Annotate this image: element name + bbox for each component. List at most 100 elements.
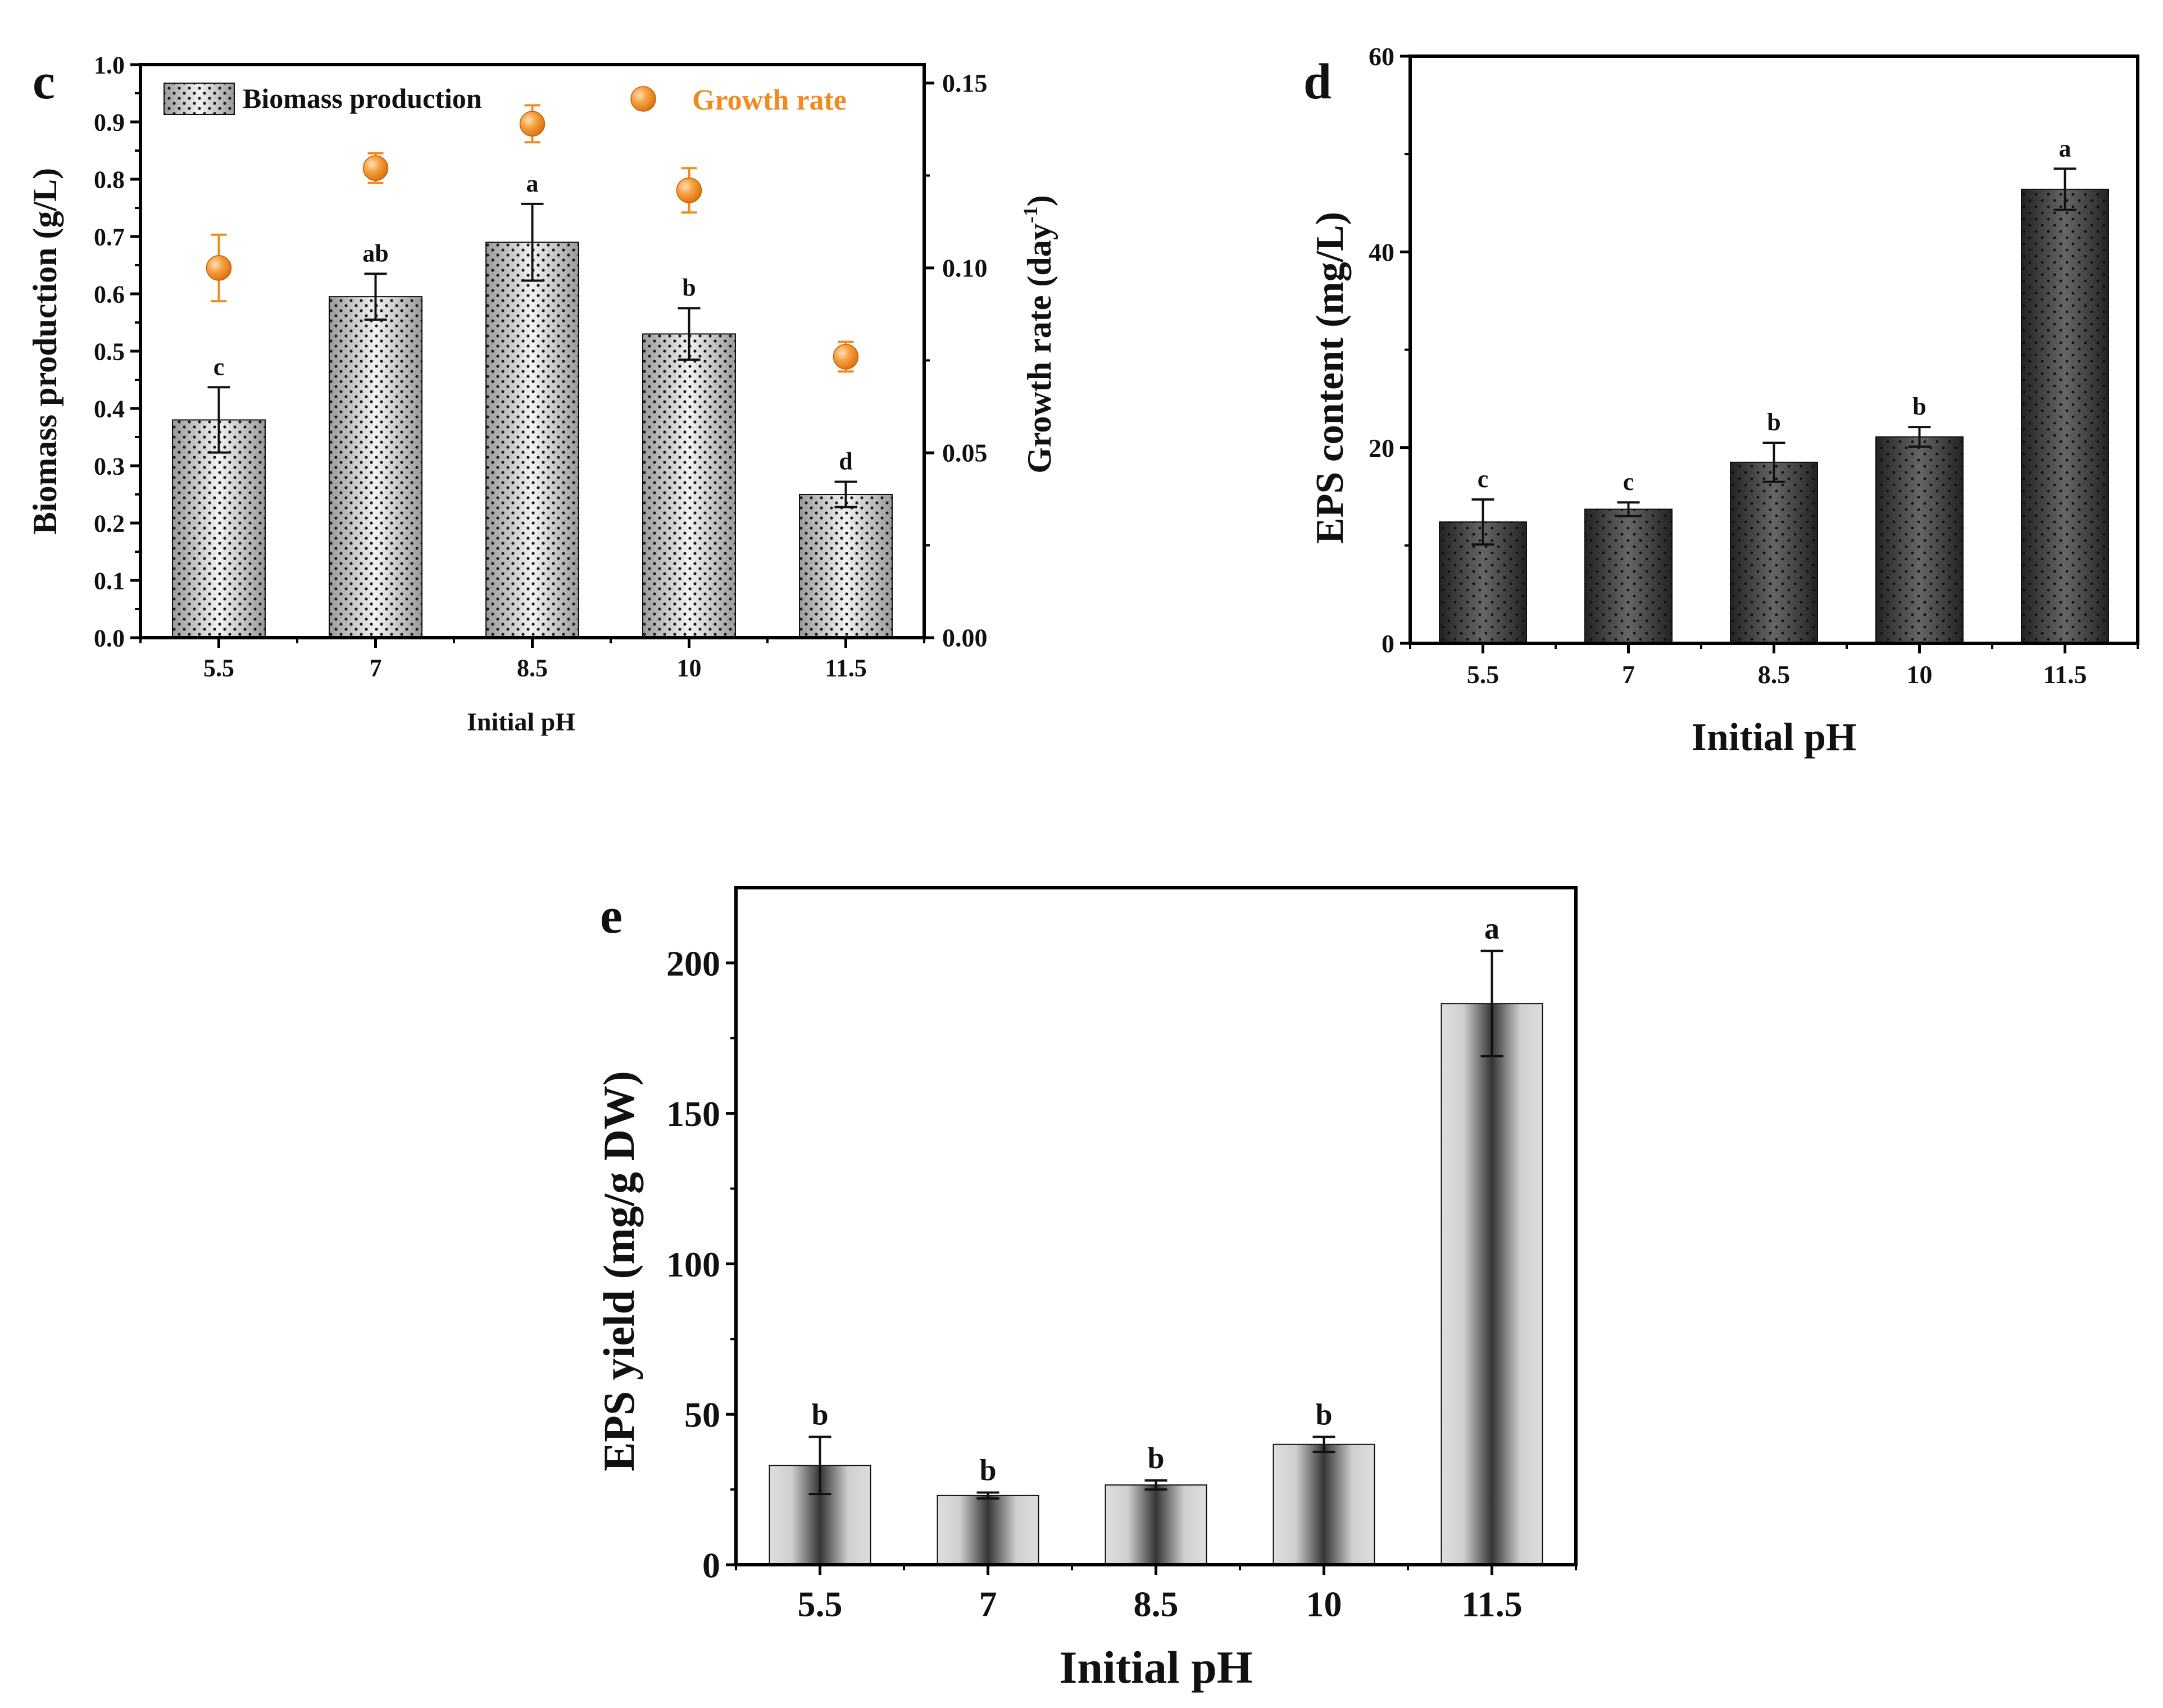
y2-tick-label: 0.15 [942,69,988,97]
y-tick-label: 0.6 [94,280,125,308]
y-tick-label: 1.0 [94,51,125,79]
bar-series-eps-content: c c b b a [1439,134,2109,644]
y2-tick-label: 0.10 [942,253,988,282]
error-bar [834,480,857,508]
bar-pattern [329,297,422,638]
legend-bar-swatch-pattern [164,83,234,115]
y-tick-label: 0.1 [94,567,125,594]
significance-letter: b [682,274,696,302]
error-bar [364,272,387,321]
chart-eps-yield: b b b b a 0 50 100 150 200 5.5 7 8.5 10 11.5 EPS yield … [594,886,1578,1693]
legend: Biomass production Growth rate [163,83,847,116]
growth-rate-point [206,255,232,281]
x-tick-label: 10 [1907,660,1933,689]
x-tick-label: 5.5 [1467,660,1499,689]
error-bar [1471,498,1494,546]
significance-letter: b [811,1397,828,1431]
x-tick-label: 10 [1306,1584,1342,1624]
x-tick-label: 10 [677,655,702,682]
legend-point-label: Growth rate [692,84,847,116]
x-axis-ticks: 5.5 7 8.5 10 11.5 [139,638,925,682]
x-tick-label: 11.5 [1461,1584,1522,1624]
x-tick-label: 11.5 [825,655,867,682]
y-tick-label: 0.3 [94,452,125,480]
y-axis-ticks: 0 50 100 150 200 [666,943,736,1585]
bar-pattern [1876,437,1963,643]
y-axis-label: EPS yield (mg/g DW) [594,1071,643,1471]
legend-bar-swatch-outline [163,83,235,115]
x-tick-label: 8.5 [1758,660,1791,689]
bar-pattern [1585,509,1672,643]
chart-eps-content: c c b b a 0 20 40 60 5.5 7 8.5 10 11.5 EPS content (mg… [1303,42,2139,759]
error-bar [1762,441,1785,483]
growth-rate-point [833,344,859,370]
error-bar [1617,501,1640,517]
significance-letter: b [1767,408,1780,436]
significance-letter: c [213,353,225,380]
x-tick-label: 8.5 [517,655,548,682]
bar-pattern [643,334,735,638]
x-axis-ticks: 5.5 7 8.5 10 11.5 [1409,643,2139,689]
x-axis-label: Initial pH [467,707,575,736]
x-tick-label: 5.5 [203,655,234,682]
y-tick-label: 60 [1369,42,1394,71]
y-tick-label: 20 [1369,434,1394,462]
growth-rate-point [362,155,389,181]
error-bar [1144,1479,1167,1491]
legend-bar-label: Biomass production [243,83,482,114]
x-axis-label: Initial pH [1692,716,1857,759]
error-bar [808,1436,831,1496]
y-tick-label: 100 [666,1244,720,1284]
y-axis-ticks: 0.0 0.1 0.2 0.3 0.4 0.5 0.6 0.7 0.8 0.9 1.0 [94,51,140,652]
error-bar [2053,167,2076,211]
y-tick-label: 0.0 [94,624,125,652]
y2-tick-label: 0.05 [942,438,988,467]
growth-rate-point [676,177,702,203]
bar-pattern [1730,462,1817,643]
y-axis-label: EPS content (mg/L) [1308,212,1352,544]
y2-axis-label-sup: -1 [1019,206,1042,223]
x-tick-label: 8.5 [1134,1584,1179,1624]
error-bar [207,386,230,454]
bar [1441,1003,1543,1565]
significance-letter: b [1912,393,1926,420]
y2-tick-label: 0.00 [942,623,988,652]
panel-label: e [600,888,622,944]
error-bar [678,307,701,361]
x-tick-label: 7 [979,1584,997,1624]
y-axis-ticks: 0 20 40 60 [1369,42,1410,658]
y-tick-label: 0 [702,1545,720,1585]
x-axis-label: Initial pH [1059,1642,1252,1693]
bar [1105,1485,1207,1565]
error-bar [1908,426,1931,448]
y-axis-label: Biomass production (g/L) [26,168,63,534]
y-tick-label: 0.8 [94,166,125,193]
x-tick-label: 7 [1622,660,1635,689]
bar-series-eps-yield: b b b b a [769,911,1543,1566]
y-tick-label: 0.4 [94,395,125,423]
significance-letter: ab [362,239,388,267]
bar-pattern [2021,189,2109,643]
x-tick-label: 5.5 [798,1584,843,1624]
growth-rate-point [519,111,546,137]
bar-pattern [799,494,892,638]
chart-biomass-growth: cababd0.00.10.20.30.40.50.60.70.80.91.05… [26,51,1058,736]
y-tick-label: 0.2 [94,510,125,537]
y-tick-label: 0.9 [94,108,125,136]
significance-letter: a [1484,911,1499,945]
scatter-series-growth-rate [206,104,859,373]
y-tick-label: 50 [684,1395,720,1435]
error-bar [976,1491,999,1500]
y2-axis-label-end: ) [1021,195,1058,206]
significance-letter: a [526,170,539,197]
panel-label: c [33,54,55,110]
significance-letter: d [839,448,852,475]
y2-axis-ticks: 0.00 0.05 0.10 0.15 [924,69,988,652]
y2-axis-label: Growth rate (day-1) [1019,195,1058,473]
y-tick-label: 200 [666,943,720,983]
y-tick-label: 150 [666,1094,720,1134]
x-tick-label: 11.5 [2043,660,2087,689]
error-bar [1480,950,1503,1057]
